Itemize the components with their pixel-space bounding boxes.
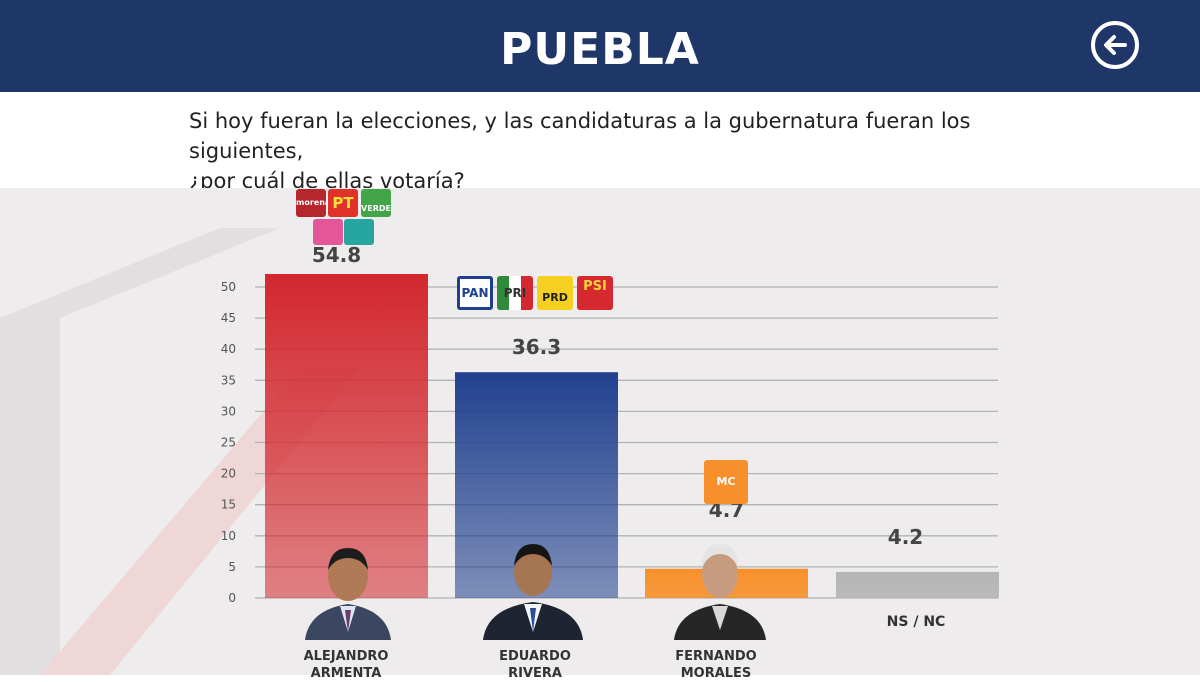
question-line-1: Si hoy fueran la elecciones, y las candi… bbox=[189, 109, 971, 163]
y-tick-label: 20 bbox=[221, 467, 236, 481]
pt-logo: PT bbox=[328, 189, 358, 217]
candidate-name-nsnc: NS / NC bbox=[856, 614, 976, 631]
y-tick-label: 25 bbox=[221, 436, 236, 450]
pri-logo: PRI bbox=[497, 276, 533, 310]
y-tick-label: 50 bbox=[221, 280, 236, 294]
data-label: 4.2 bbox=[888, 525, 923, 549]
y-tick-label: 45 bbox=[221, 311, 236, 325]
first-name: NS / NC bbox=[886, 614, 946, 630]
first-name: ALEJANDRO bbox=[303, 649, 389, 664]
y-tick-label: 40 bbox=[221, 342, 236, 356]
data-label: 54.8 bbox=[312, 243, 361, 267]
first-name: EDUARDO bbox=[499, 649, 571, 664]
page-title: PUEBLA bbox=[500, 24, 700, 75]
movimiento-ciudadano-logo: MC bbox=[704, 460, 748, 504]
first-name: FERNANDO bbox=[675, 649, 757, 664]
prd-logo: PRD bbox=[537, 276, 573, 310]
fuerza-mexico-logo bbox=[313, 219, 343, 245]
last-name: RIVERA bbox=[508, 666, 562, 681]
pacto-social-logo bbox=[344, 219, 374, 245]
back-button[interactable] bbox=[1091, 21, 1139, 69]
back-arrow-icon bbox=[1104, 35, 1127, 55]
y-tick-label: 0 bbox=[228, 591, 236, 605]
candidate-name-morales: FERNANDO MORALES bbox=[656, 648, 776, 682]
y-tick-label: 5 bbox=[228, 560, 236, 574]
data-label: 36.3 bbox=[512, 335, 561, 359]
y-tick-label: 35 bbox=[221, 373, 236, 387]
photo-armenta bbox=[305, 548, 391, 640]
photo-rivera bbox=[483, 544, 583, 640]
pan-logo: PAN bbox=[457, 276, 493, 310]
bar-nsnc bbox=[836, 571, 999, 598]
y-tick-label: 15 bbox=[221, 498, 236, 512]
candidate-name-armenta: ALEJANDRO ARMENTA bbox=[286, 648, 406, 682]
psi-logo: PSI bbox=[577, 276, 613, 310]
y-tick-label: 30 bbox=[221, 404, 236, 418]
last-name: MORALES bbox=[680, 666, 752, 681]
last-name: ARMENTA bbox=[310, 666, 382, 681]
verde-logo: VERDE bbox=[361, 189, 391, 217]
candidate-name-rivera: EDUARDO RIVERA bbox=[475, 648, 595, 682]
y-tick-label: 10 bbox=[221, 529, 236, 543]
morena-logo: morena bbox=[296, 189, 330, 217]
header-bar bbox=[0, 0, 1200, 92]
photo-morales bbox=[674, 544, 766, 640]
bar-armenta bbox=[265, 274, 428, 598]
